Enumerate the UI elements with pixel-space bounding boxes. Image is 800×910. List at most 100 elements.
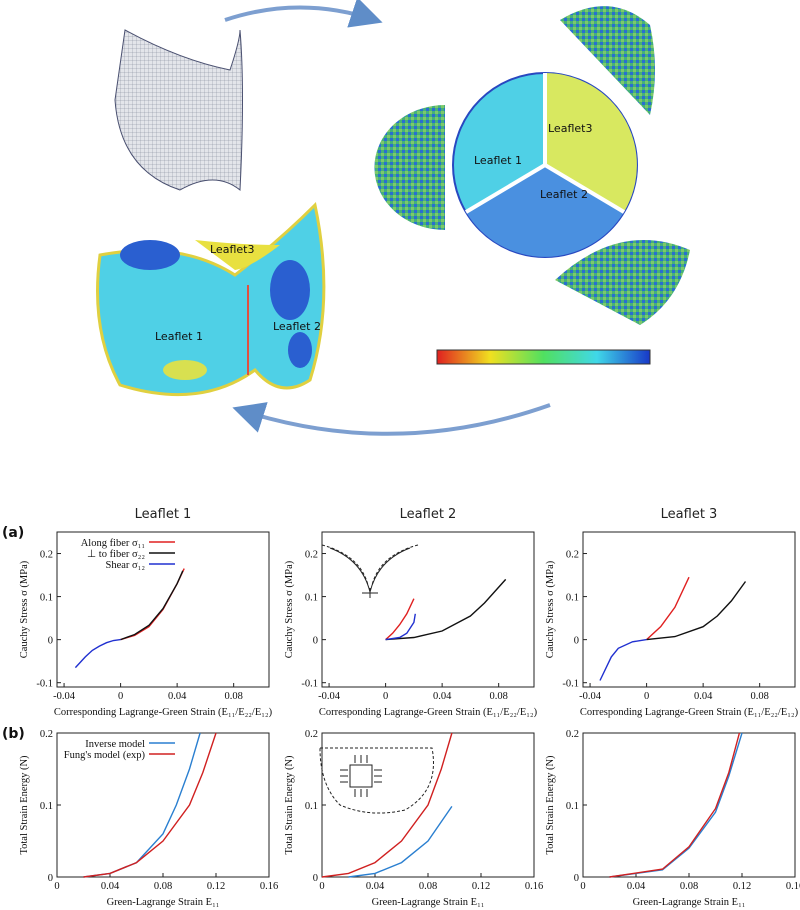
x-tick-label: 0.08 bbox=[489, 691, 507, 702]
leaflet2-top bbox=[466, 165, 624, 257]
x-tick-label: -0.04 bbox=[318, 691, 341, 702]
x-axis-label: Corresponding Lagrange-Green Strain (E₁₁… bbox=[54, 707, 273, 718]
x-tick-label: 0.12 bbox=[472, 881, 490, 892]
legend-label: Fung's model (exp) bbox=[64, 750, 146, 761]
x-tick-label: 0.04 bbox=[366, 881, 385, 892]
legend-label: Along fiber σ₁₁ bbox=[81, 538, 145, 549]
x-tick-label: 0.08 bbox=[750, 691, 768, 702]
data-line bbox=[120, 570, 184, 641]
y-axis-label: Total Strain Energy (N) bbox=[545, 755, 556, 855]
legend-label: ⊥ to fiber σ₂₂ bbox=[87, 549, 145, 560]
y-tick-label: 0.1 bbox=[40, 801, 53, 812]
data-line bbox=[83, 732, 217, 878]
fiber-map bbox=[374, 105, 445, 230]
y-tick-label: 0.2 bbox=[305, 550, 318, 561]
blob bbox=[163, 360, 207, 380]
arrow bbox=[232, 402, 551, 436]
y-tick-label: 0 bbox=[313, 873, 318, 884]
x-tick-label: 0 bbox=[319, 881, 324, 892]
data-line bbox=[385, 578, 507, 641]
x-tick-label: 0.04 bbox=[627, 881, 646, 892]
y-tick-label: 0 bbox=[48, 636, 53, 647]
x-tick-label: 0.08 bbox=[419, 881, 437, 892]
x-tick-label: 0.08 bbox=[154, 881, 172, 892]
y-tick-label: 0 bbox=[313, 636, 318, 647]
illustration: Leaflet3 Leaflet 1 Leaflet 2 Leaflet3 Le… bbox=[96, 0, 690, 436]
label: Leaflet 1 bbox=[155, 330, 203, 343]
y-tick-label: 0.2 bbox=[40, 729, 53, 740]
data-line bbox=[646, 581, 747, 641]
x-tick-label: 0.16 bbox=[786, 881, 800, 892]
label: Leaflet 1 bbox=[474, 154, 522, 167]
x-tick-label: 0 bbox=[644, 691, 649, 702]
data-line bbox=[348, 806, 453, 878]
commissures bbox=[464, 73, 626, 214]
data-line bbox=[646, 576, 690, 641]
plot-frame bbox=[321, 531, 535, 688]
x-axis-label: Green-Lagrange Strain E₁₁ bbox=[107, 897, 220, 908]
data-line bbox=[599, 638, 647, 681]
y-tick-label: 0.2 bbox=[305, 729, 318, 740]
chart-title: Leaflet 2 bbox=[400, 507, 457, 522]
y-tick-label: 0.1 bbox=[305, 593, 318, 604]
label: Leaflet 2 bbox=[540, 188, 588, 201]
plot-frame bbox=[56, 531, 270, 688]
y-tick-label: -0.1 bbox=[36, 679, 53, 690]
panel-label: (a) bbox=[2, 525, 24, 541]
y-tick-label: 0.2 bbox=[566, 550, 579, 561]
mesh-valve bbox=[114, 29, 243, 192]
x-tick-label: -0.04 bbox=[579, 691, 602, 702]
y-tick-label: 0 bbox=[48, 873, 53, 884]
plot-frame bbox=[582, 732, 796, 878]
colorbar bbox=[436, 349, 651, 365]
y-tick-label: 0 bbox=[574, 636, 579, 647]
x-tick-label: 0.04 bbox=[101, 881, 120, 892]
data-line bbox=[385, 613, 416, 641]
x-tick-label: 0 bbox=[580, 881, 585, 892]
y-axis-label: Cauchy Stress σ (MPa) bbox=[545, 560, 556, 658]
plot-frame bbox=[582, 531, 796, 688]
y-tick-label: 0.1 bbox=[305, 801, 318, 812]
y-tick-label: 0.2 bbox=[566, 729, 579, 740]
legend-label: Inverse model bbox=[85, 739, 145, 750]
x-axis-label: Corresponding Lagrange-Green Strain (E₁₁… bbox=[319, 707, 538, 718]
data-line bbox=[321, 732, 453, 878]
data-line bbox=[385, 598, 415, 641]
x-axis-label: Corresponding Lagrange-Green Strain (E₁₁… bbox=[580, 707, 799, 718]
x-tick-label: 0 bbox=[383, 691, 388, 702]
data-line bbox=[609, 732, 741, 878]
data-line bbox=[609, 732, 743, 878]
y-axis-label: Cauchy Stress σ (MPa) bbox=[284, 560, 295, 658]
data-line bbox=[74, 638, 121, 669]
x-tick-label: 0.04 bbox=[433, 691, 452, 702]
x-tick-label: 0 bbox=[54, 881, 59, 892]
y-axis-label: Cauchy Stress σ (MPa) bbox=[19, 560, 30, 658]
x-tick-label: 0.12 bbox=[207, 881, 225, 892]
label: Leaflet3 bbox=[548, 122, 592, 135]
chart-title: Leaflet 1 bbox=[135, 507, 192, 522]
inset-b2 bbox=[319, 747, 434, 814]
y-tick-label: 0.1 bbox=[40, 593, 53, 604]
x-tick-label: 0.04 bbox=[694, 691, 713, 702]
fiber-map bbox=[560, 6, 655, 115]
y-tick-label: 0.1 bbox=[566, 593, 579, 604]
y-tick-label: -0.1 bbox=[301, 679, 318, 690]
x-tick-label: 0.12 bbox=[733, 881, 751, 892]
label: Leaflet3 bbox=[210, 243, 254, 256]
blob bbox=[120, 240, 180, 270]
x-tick-label: -0.04 bbox=[53, 691, 76, 702]
y-tick-label: 0.2 bbox=[40, 550, 53, 561]
leaflet3-3d bbox=[195, 240, 280, 270]
fiber-map bbox=[555, 240, 690, 325]
blob bbox=[288, 332, 312, 368]
x-axis-label: Green-Lagrange Strain E₁₁ bbox=[372, 897, 485, 908]
y-tick-label: 0 bbox=[574, 873, 579, 884]
x-axis-label: Green-Lagrange Strain E₁₁ bbox=[633, 897, 746, 908]
x-tick-label: 0.08 bbox=[680, 881, 698, 892]
chart-title: Leaflet 3 bbox=[661, 507, 718, 522]
arrow bbox=[224, 0, 383, 28]
legend-label: Shear σ₁₂ bbox=[105, 560, 145, 571]
x-tick-label: 0.16 bbox=[260, 881, 278, 892]
y-tick-label: -0.1 bbox=[562, 679, 579, 690]
